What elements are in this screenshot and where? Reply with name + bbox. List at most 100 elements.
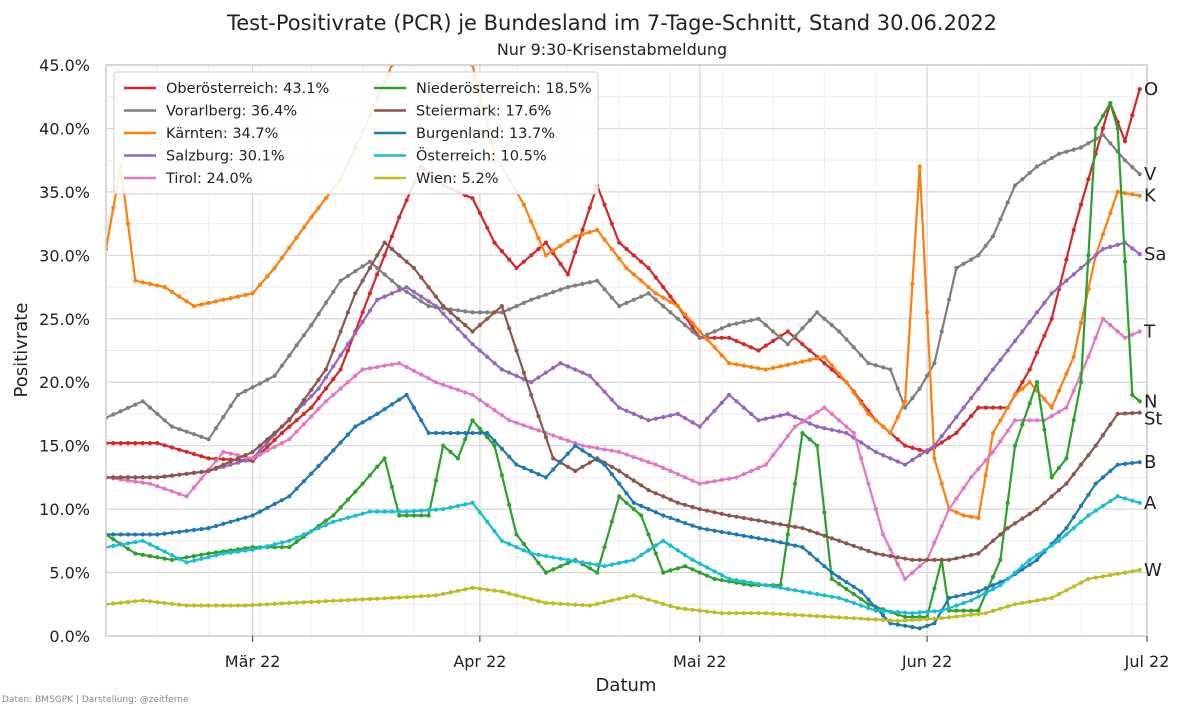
legend-item-salzburg: Salzburg: 30.1% <box>124 149 285 165</box>
data-point <box>631 253 636 258</box>
data-point <box>1020 564 1025 569</box>
data-point <box>624 473 629 478</box>
data-point <box>961 600 966 606</box>
data-point <box>1064 481 1069 486</box>
data-point <box>829 367 834 372</box>
data-point <box>983 243 988 248</box>
data-point <box>932 609 937 614</box>
data-point <box>529 468 534 474</box>
data-point <box>895 437 900 442</box>
data-point <box>323 367 328 372</box>
series-steiermark <box>106 240 1142 563</box>
data-point <box>133 599 138 604</box>
data-point <box>668 299 673 304</box>
data-point <box>851 616 856 621</box>
data-point <box>683 502 688 507</box>
series-burgenland <box>106 392 1142 631</box>
data-point <box>976 611 981 617</box>
data-point <box>162 285 167 290</box>
data-point <box>529 425 534 430</box>
data-point <box>140 399 145 404</box>
data-point <box>1100 113 1106 118</box>
data-point <box>536 236 541 241</box>
data-point <box>851 390 856 395</box>
data-point <box>565 560 571 566</box>
data-point <box>147 599 153 604</box>
data-point <box>389 509 394 514</box>
data-point <box>910 396 915 401</box>
data-point <box>661 494 666 499</box>
data-point <box>331 289 336 294</box>
data-point <box>133 532 138 537</box>
data-point <box>668 515 673 521</box>
data-point <box>199 527 204 532</box>
data-point <box>932 616 937 621</box>
data-point <box>265 437 270 442</box>
data-point <box>866 361 871 366</box>
data-point <box>675 411 680 416</box>
data-point <box>580 227 585 233</box>
data-point <box>749 580 754 585</box>
data-point <box>411 513 416 518</box>
data-point <box>639 415 644 420</box>
data-point <box>551 601 556 606</box>
data-point <box>323 522 328 528</box>
data-point <box>888 618 893 623</box>
data-point <box>375 596 380 601</box>
data-point <box>837 615 842 620</box>
data-point <box>807 348 812 353</box>
data-point <box>609 397 614 402</box>
data-point <box>646 265 651 271</box>
legend-label: Niederösterreich: 18.5% <box>416 81 592 97</box>
data-point <box>521 548 527 553</box>
data-point <box>536 246 541 252</box>
data-point <box>507 257 512 262</box>
data-point <box>1137 193 1142 198</box>
data-point <box>199 552 204 557</box>
data-point <box>125 475 131 480</box>
data-point <box>360 420 365 425</box>
data-point <box>990 367 996 372</box>
data-point <box>646 291 651 296</box>
data-point <box>558 243 563 248</box>
data-point <box>1042 500 1047 505</box>
data-point <box>382 294 387 299</box>
data-point <box>573 283 578 288</box>
data-point <box>389 246 394 252</box>
data-point <box>807 551 812 556</box>
data-point <box>793 588 798 593</box>
data-point <box>624 491 629 496</box>
data-point <box>477 310 482 315</box>
data-point <box>1042 597 1047 602</box>
data-point <box>294 429 299 434</box>
data-point <box>602 389 607 394</box>
data-point <box>162 549 167 554</box>
data-point <box>316 377 321 382</box>
data-point <box>382 363 387 368</box>
data-point <box>345 348 350 353</box>
data-point <box>1122 570 1128 575</box>
series-line <box>106 317 1141 581</box>
data-point <box>646 597 651 602</box>
data-point <box>147 405 153 410</box>
data-point <box>536 375 541 380</box>
data-point <box>990 608 996 614</box>
data-point <box>463 587 468 592</box>
data-point <box>903 610 908 615</box>
data-point <box>470 342 475 347</box>
data-point <box>1122 335 1128 340</box>
data-point <box>111 601 116 606</box>
data-point <box>1108 573 1113 578</box>
data-point <box>155 555 160 560</box>
legend-label: Oberösterreich: 43.1% <box>166 81 329 97</box>
data-point <box>389 484 394 489</box>
data-point <box>191 603 197 608</box>
data-point <box>675 304 680 309</box>
data-point <box>1078 580 1084 585</box>
data-point <box>668 497 673 502</box>
legend-item-österreich: Österreich: 10.5% <box>374 147 547 165</box>
data-point <box>903 405 908 410</box>
data-point <box>477 348 482 353</box>
legend-label: Vorarlberg: 36.4% <box>166 104 297 120</box>
data-point <box>1034 507 1040 512</box>
